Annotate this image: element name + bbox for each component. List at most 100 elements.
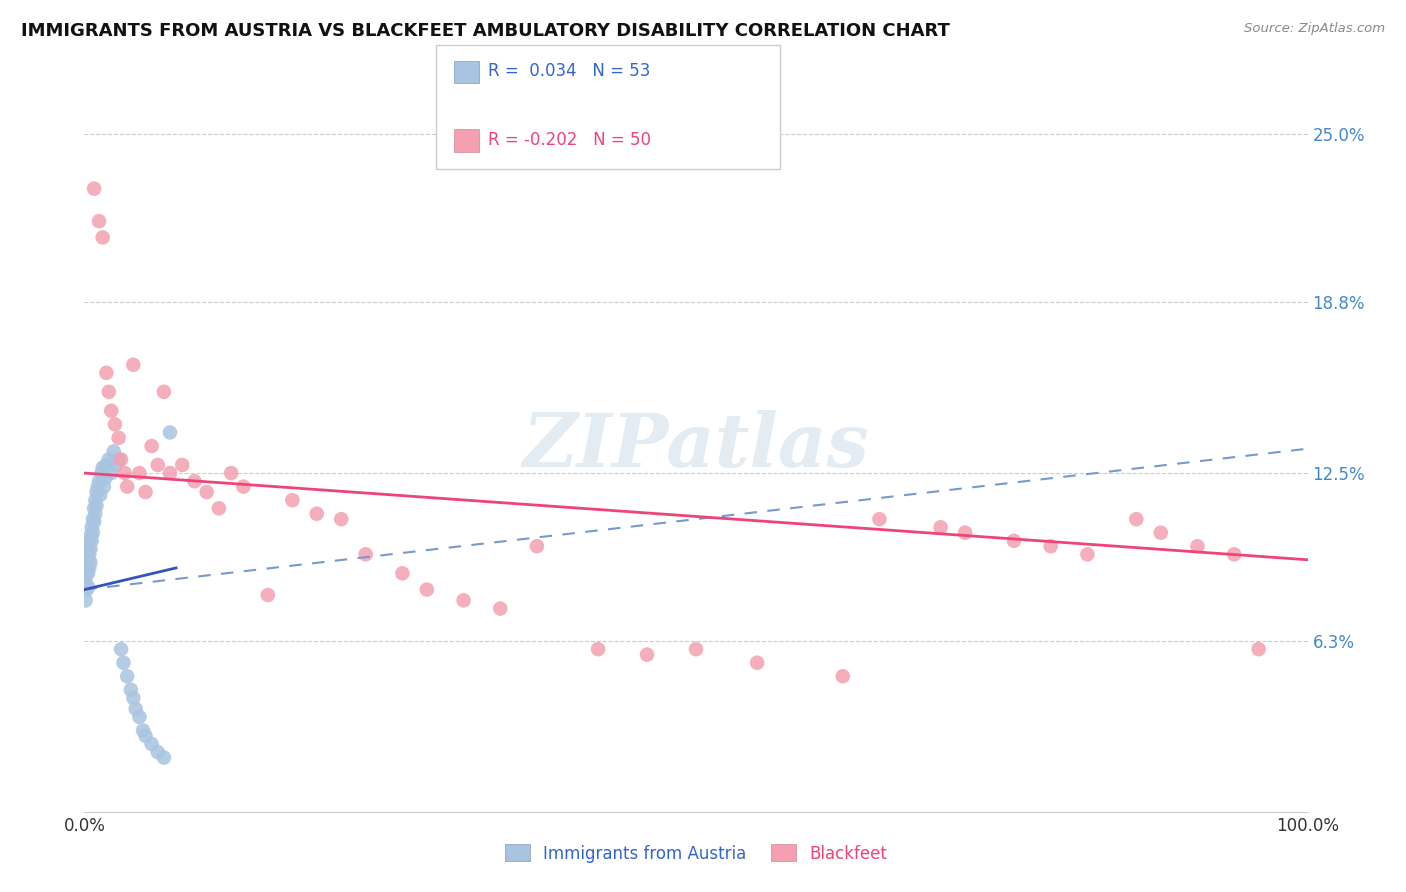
Point <box>115 669 138 683</box>
Point <box>153 750 176 764</box>
Point <box>1076 547 1098 561</box>
Point <box>75 574 97 589</box>
Point <box>80 533 103 548</box>
Point <box>110 642 132 657</box>
Point <box>75 561 97 575</box>
Point <box>107 452 129 467</box>
Point <box>929 520 952 534</box>
Text: Source: ZipAtlas.com: Source: ZipAtlas.com <box>1244 22 1385 36</box>
Point <box>93 480 115 494</box>
Point <box>94 471 117 485</box>
Point <box>77 553 100 567</box>
Point <box>146 745 169 759</box>
Point <box>86 485 108 500</box>
Point <box>97 452 120 467</box>
Point <box>76 547 98 561</box>
Point <box>219 466 242 480</box>
Point <box>76 556 98 570</box>
Point <box>526 539 548 553</box>
Point <box>636 648 658 662</box>
Point <box>953 525 976 540</box>
Text: R =  0.034   N = 53: R = 0.034 N = 53 <box>488 62 650 80</box>
Point <box>122 690 145 705</box>
Point <box>87 214 110 228</box>
Point <box>135 485 157 500</box>
Point <box>1150 525 1173 540</box>
Point <box>83 501 105 516</box>
Point <box>82 512 104 526</box>
Point <box>79 528 101 542</box>
Point <box>232 480 254 494</box>
Point <box>79 556 101 570</box>
Point <box>489 601 512 615</box>
Point <box>114 466 136 480</box>
Point <box>83 181 105 195</box>
Point <box>453 593 475 607</box>
Point <box>77 547 100 561</box>
Point <box>100 466 122 480</box>
Point <box>195 485 218 500</box>
Point <box>128 466 150 480</box>
Point <box>104 417 127 432</box>
Point <box>330 512 353 526</box>
Point <box>1125 512 1147 526</box>
Point <box>141 439 163 453</box>
Point <box>747 656 769 670</box>
Point <box>416 582 439 597</box>
Point <box>103 444 125 458</box>
Point <box>107 431 129 445</box>
Legend: Immigrants from Austria, Blackfeet: Immigrants from Austria, Blackfeet <box>498 838 894 869</box>
Point <box>105 458 128 472</box>
Point <box>122 358 145 372</box>
Point <box>86 499 108 513</box>
Point <box>586 642 609 657</box>
Point <box>257 588 280 602</box>
Point <box>75 593 97 607</box>
Point <box>84 507 107 521</box>
Point <box>685 642 707 657</box>
Point <box>87 480 110 494</box>
Point <box>208 501 231 516</box>
Text: R = -0.202   N = 50: R = -0.202 N = 50 <box>488 131 651 149</box>
Point <box>115 480 138 494</box>
Point <box>159 466 181 480</box>
Point <box>87 474 110 488</box>
Point <box>305 507 328 521</box>
Point <box>76 566 98 581</box>
Point <box>91 230 114 244</box>
Point <box>146 458 169 472</box>
Point <box>97 384 120 399</box>
Point <box>100 404 122 418</box>
Point <box>77 580 100 594</box>
Point <box>80 520 103 534</box>
Point <box>183 474 205 488</box>
Point <box>90 466 112 480</box>
Point <box>125 702 148 716</box>
Point <box>76 582 98 597</box>
Point <box>96 366 118 380</box>
Point <box>77 561 100 575</box>
Point <box>869 512 891 526</box>
Point <box>1223 547 1246 561</box>
Point <box>1039 539 1062 553</box>
Point <box>91 460 114 475</box>
Point <box>831 669 853 683</box>
Point <box>83 515 105 529</box>
Point <box>84 493 107 508</box>
Point <box>1187 539 1209 553</box>
Point <box>281 493 304 508</box>
Point <box>89 488 111 502</box>
Point <box>77 566 100 581</box>
Point <box>82 525 104 540</box>
Point <box>1002 533 1025 548</box>
Point <box>172 458 194 472</box>
Text: ZIPatlas: ZIPatlas <box>523 409 869 483</box>
Point <box>77 533 100 548</box>
Point <box>354 547 377 561</box>
Point <box>141 737 163 751</box>
Point <box>110 452 132 467</box>
Point <box>79 541 101 556</box>
Point <box>77 539 100 553</box>
Point <box>135 729 157 743</box>
Text: IMMIGRANTS FROM AUSTRIA VS BLACKFEET AMBULATORY DISABILITY CORRELATION CHART: IMMIGRANTS FROM AUSTRIA VS BLACKFEET AMB… <box>21 22 950 40</box>
